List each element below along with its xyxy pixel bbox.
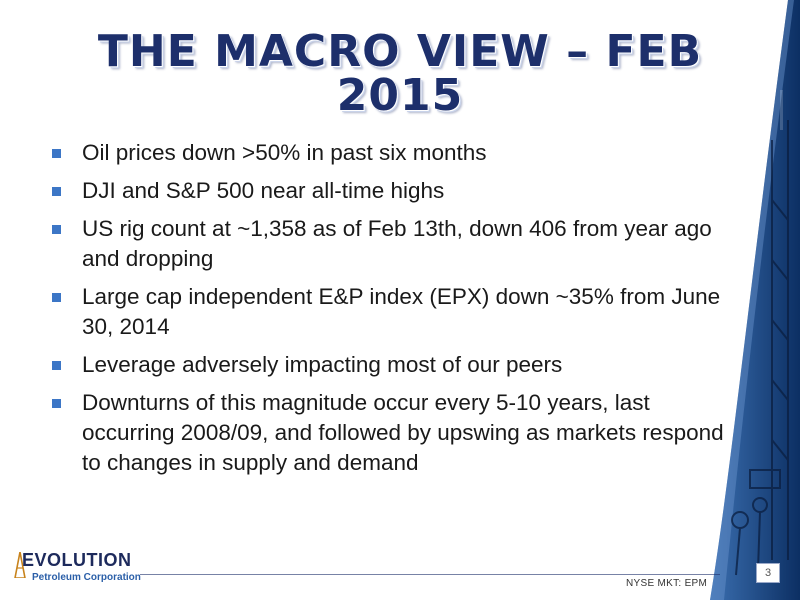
logo-subtitle: Petroleum Corporation	[32, 572, 141, 583]
bullet-square-icon	[52, 399, 61, 408]
rig-logo-icon	[14, 552, 26, 578]
bullet-square-icon	[52, 225, 61, 234]
company-logo: EVOLUTION Petroleum Corporation	[14, 550, 164, 590]
bullet-text: Downturns of this magnitude occur every …	[82, 390, 724, 475]
footer-divider	[140, 574, 720, 575]
page-number: 3	[756, 563, 780, 583]
oil-rig-photo-panel	[710, 0, 800, 600]
bullet-text: US rig count at ~1,358 as of Feb 13th, d…	[82, 216, 712, 271]
bullet-item: Oil prices down >50% in past six months	[48, 138, 728, 168]
bullet-item: DJI and S&P 500 near all-time highs	[48, 176, 728, 206]
bullet-text: Oil prices down >50% in past six months	[82, 140, 487, 165]
slide-title: THE MACRO VIEW – FEB 2015	[97, 26, 703, 121]
bullet-item: US rig count at ~1,358 as of Feb 13th, d…	[48, 214, 728, 274]
bullet-square-icon	[52, 187, 61, 196]
bullet-square-icon	[52, 293, 61, 302]
bullet-square-icon	[52, 149, 61, 158]
stock-ticker: NYSE MKT: EPM	[626, 578, 708, 589]
bullet-text: Leverage adversely impacting most of our…	[82, 352, 563, 377]
bullet-square-icon	[52, 361, 61, 370]
bullet-text: Large cap independent E&P index (EPX) do…	[82, 284, 721, 339]
bullet-item: Large cap independent E&P index (EPX) do…	[48, 282, 728, 342]
logo-wordmark: EVOLUTION	[22, 550, 132, 570]
bullet-item: Leverage adversely impacting most of our…	[48, 350, 728, 380]
bullet-list: Oil prices down >50% in past six months …	[48, 138, 728, 486]
bullet-text: DJI and S&P 500 near all-time highs	[82, 178, 445, 203]
bullet-item: Downturns of this magnitude occur every …	[48, 388, 728, 478]
